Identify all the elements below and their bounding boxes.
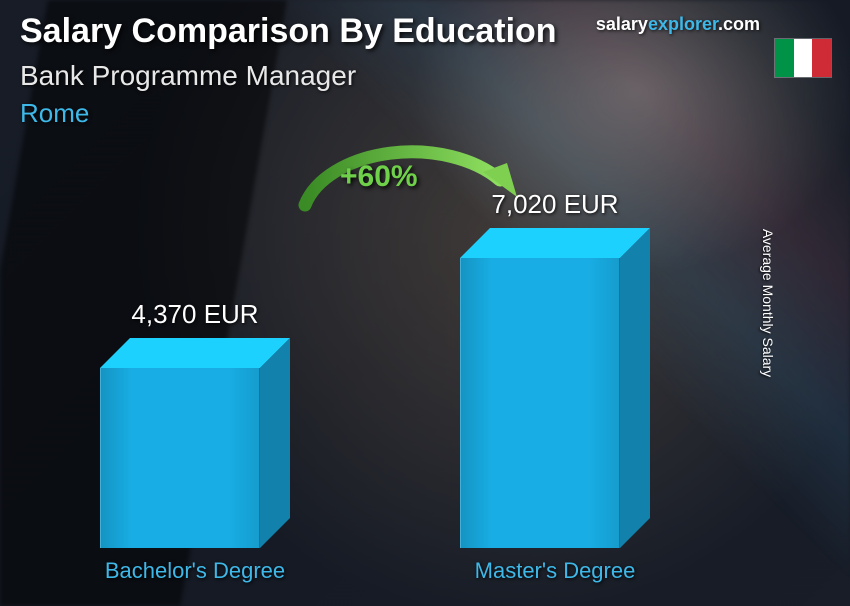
brand-suffix: .com bbox=[718, 14, 760, 34]
bar-top-1 bbox=[460, 228, 650, 258]
brand-part1: salary bbox=[596, 14, 648, 34]
flag-stripe-2 bbox=[794, 39, 813, 77]
bar-front-1 bbox=[460, 258, 620, 548]
bar-value-1: 7,020 EUR bbox=[455, 189, 655, 220]
bar-side-0 bbox=[260, 338, 290, 548]
bar-chart: +60% 4,370 EUR Bachelor's Degree 7,020 E… bbox=[60, 155, 770, 588]
bar-front-0 bbox=[100, 368, 260, 548]
content-layer: Salary Comparison By Education Bank Prog… bbox=[0, 0, 850, 606]
bar-label-1: Master's Degree bbox=[455, 558, 655, 584]
bar-top-0 bbox=[100, 338, 290, 368]
flag-stripe-1 bbox=[775, 39, 794, 77]
country-flag-italy bbox=[774, 38, 832, 78]
bar-label-0: Bachelor's Degree bbox=[95, 558, 295, 584]
bar-side-1 bbox=[620, 228, 650, 548]
bar-value-0: 4,370 EUR bbox=[95, 299, 295, 330]
chart-location: Rome bbox=[20, 98, 89, 129]
delta-percent-label: +60% bbox=[340, 160, 418, 194]
chart-title: Salary Comparison By Education bbox=[20, 12, 557, 51]
flag-stripe-3 bbox=[812, 39, 831, 77]
brand-part2: explorer bbox=[648, 14, 718, 34]
chart-subtitle: Bank Programme Manager bbox=[20, 60, 356, 92]
brand-label: salaryexplorer.com bbox=[596, 14, 760, 35]
